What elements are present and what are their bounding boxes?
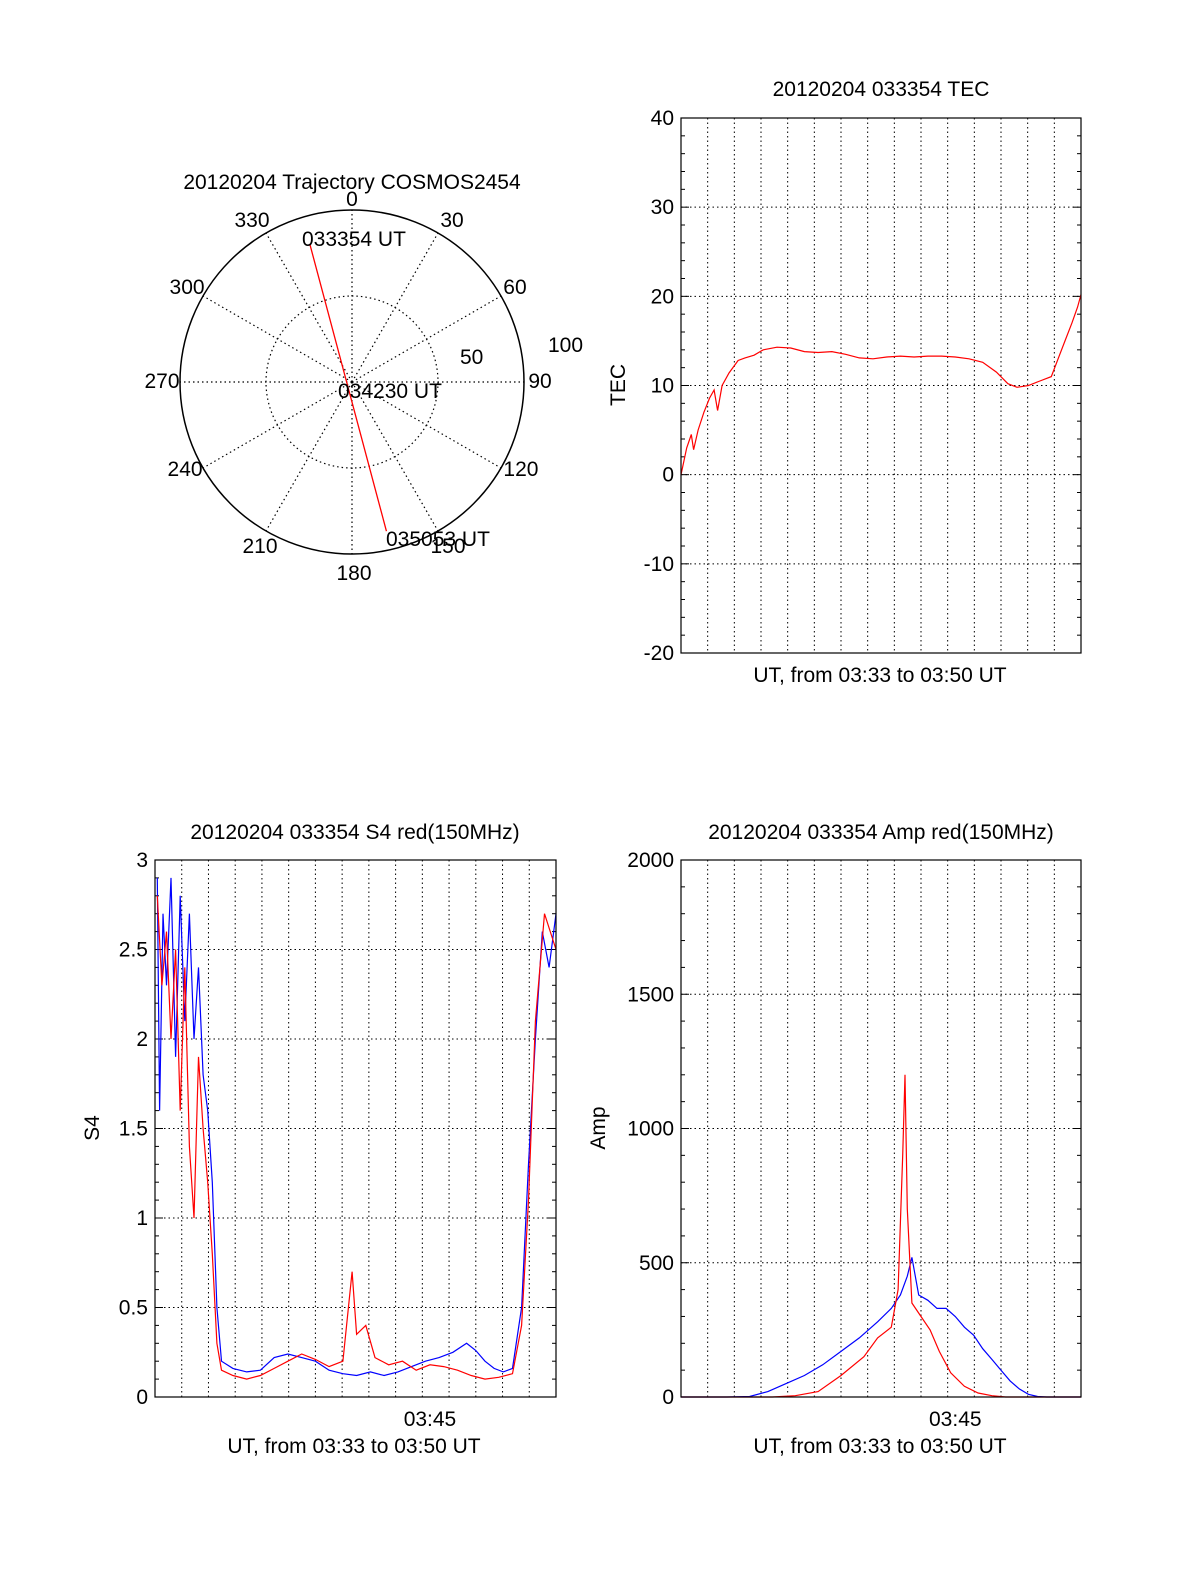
tec-frame [680, 117, 1082, 654]
s4-title: 20120204 033354 S4 red(150MHz) [190, 821, 519, 844]
y-tick-label: 1.5 [119, 1118, 148, 1141]
s4-frame [154, 859, 557, 1398]
y-tick-label: 0 [662, 464, 674, 487]
series-line-0 [681, 1257, 1081, 1398]
polar-spoke [351, 295, 502, 383]
tec-grid [681, 118, 1081, 653]
amp-ylabel: Amp [587, 1106, 610, 1149]
y-tick-label: 0 [662, 1386, 674, 1409]
amp-panel: 20120204 033354 Amp red(150MHz) 0 500 1000… [587, 821, 1082, 1458]
trajectory-line [309, 243, 388, 532]
y-tick-label: 1 [136, 1207, 148, 1230]
polar-azimuth-label-270: 270 [144, 370, 179, 393]
amp-x-tick-label: 03:45 [929, 1408, 982, 1431]
polar-spoke [351, 381, 502, 469]
polar-spoke [265, 381, 353, 532]
amp-xlabel: UT, from 03:33 to 03:50 UT [753, 1435, 1006, 1458]
polar-azimuth-label-180: 180 [336, 562, 371, 585]
polar-azimuth-label-60: 60 [503, 276, 526, 299]
s4-grid [155, 860, 556, 1397]
polar-azimuth-label-150: 150 [430, 535, 465, 558]
s4-series [156, 877, 557, 1380]
s4-xlabel: UT, from 03:33 to 03:50 UT [227, 1435, 480, 1458]
y-tick-label: 1500 [627, 983, 674, 1006]
polar-radius-label-100: 100 [548, 334, 583, 357]
tec-title: 20120204 033354 TEC [773, 78, 990, 101]
polar-azimuth-label-0: 0 [346, 188, 358, 211]
y-tick-label: 1000 [627, 1118, 674, 1141]
amp-series [681, 1074, 1081, 1398]
tec-y-ticks: -20 -10 0 10 20 30 40 [644, 107, 1081, 665]
y-tick-label: -20 [644, 642, 674, 665]
y-tick-label: 20 [651, 285, 674, 308]
tec-ylabel: TEC [607, 364, 630, 406]
polar-spoke [202, 295, 353, 383]
s4-ylabel: S4 [81, 1115, 104, 1141]
s4-x-tick-label: 03:45 [404, 1408, 457, 1431]
y-tick-label: 3 [136, 849, 148, 872]
polar-grid [179, 209, 525, 555]
y-tick-label: 500 [639, 1252, 674, 1275]
polar-azimuth-label-300: 300 [170, 276, 205, 299]
polar-spoke [351, 232, 439, 383]
y-tick-label: 30 [651, 196, 674, 219]
y-tick-label: 10 [651, 375, 674, 398]
polar-spoke [265, 232, 353, 383]
tec-xlabel: UT, from 03:33 to 03:50 UT [753, 664, 1006, 687]
polar-azimuth-label-240: 240 [168, 458, 203, 481]
amp-grid [681, 860, 1081, 1397]
y-tick-label: 2000 [627, 849, 674, 872]
amp-frame [680, 859, 1082, 1398]
polar-azimuth-labels: 0 30 60 90 120 150 180 210 240 270 300 330 [144, 188, 551, 585]
polar-panel: 20120204 Trajectory COSMOS2454 0 30 60 90 12… [144, 171, 583, 585]
polar-azimuth-label-120: 120 [503, 458, 538, 481]
polar-title: 20120204 Trajectory COSMOS2454 [183, 171, 521, 194]
polar-azimuth-label-30: 30 [440, 209, 463, 232]
polar-azimuth-label-210: 210 [242, 535, 277, 558]
polar-azimuth-label-330: 330 [234, 209, 269, 232]
annotation-end-time: 035053 UT [386, 528, 490, 551]
annotation-mid-time: 034230 UT [338, 380, 442, 403]
tec-series-line [680, 294, 1082, 475]
amp-y-ticks: 0 500 1000 1500 2000 [627, 849, 1081, 1409]
y-tick-label: 2 [136, 1028, 148, 1051]
series-line-0 [156, 877, 557, 1377]
y-tick-label: 0 [136, 1386, 148, 1409]
s4-panel: 20120204 033354 S4 red(150MHz) 0 0.5 1 1.5 2… [81, 821, 557, 1458]
polar-radius-label-50: 50 [460, 346, 483, 369]
s4-y-ticks: 0 0.5 1 1.5 2 2.5 3 [119, 849, 556, 1409]
annotation-start-time: 033354 UT [302, 228, 406, 251]
series-line-1 [156, 895, 557, 1380]
y-tick-label: 2.5 [119, 939, 148, 962]
polar-spoke [202, 381, 353, 469]
y-tick-label: 0.5 [119, 1297, 148, 1320]
polar-azimuth-label-90: 90 [528, 370, 551, 393]
y-tick-label: -10 [644, 553, 674, 576]
series-line-1 [681, 1074, 1081, 1398]
polar-spoke [351, 381, 439, 532]
y-tick-label: 40 [651, 107, 674, 130]
amp-title: 20120204 033354 Amp red(150MHz) [708, 821, 1054, 844]
